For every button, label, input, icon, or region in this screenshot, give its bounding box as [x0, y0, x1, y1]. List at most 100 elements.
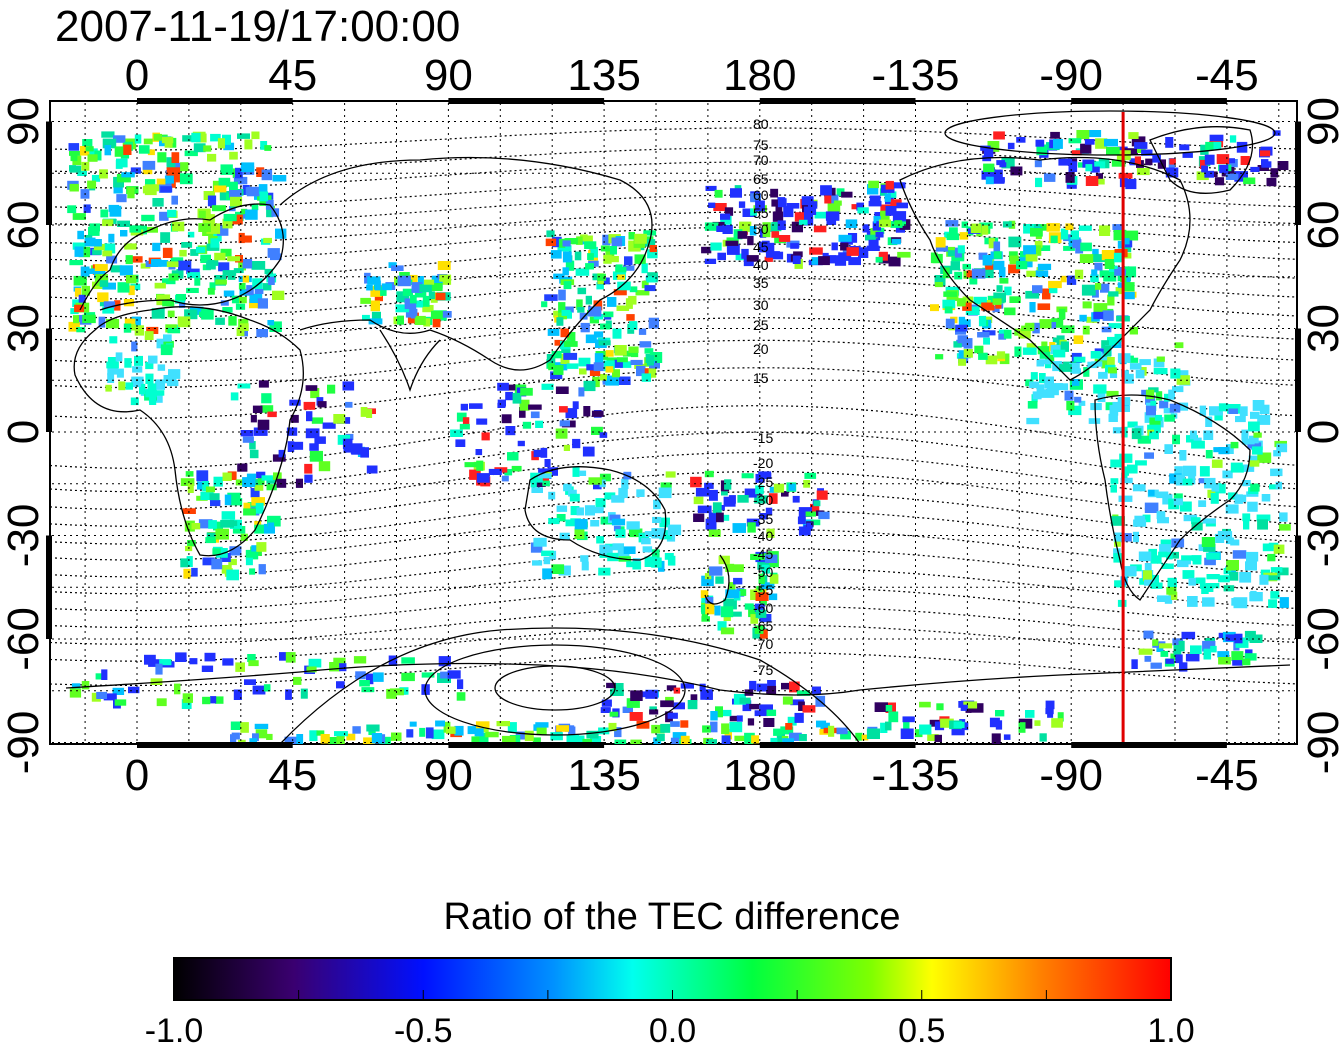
- tec-patch: [1090, 274, 1099, 283]
- tec-patch: [1210, 645, 1217, 653]
- tec-patch: [371, 311, 381, 322]
- tec-patch: [593, 300, 603, 311]
- tec-patch: [564, 238, 578, 245]
- tec-patch: [171, 195, 178, 205]
- tec-patch: [476, 418, 488, 425]
- tec-patch: [272, 454, 286, 462]
- tec-patch: [228, 558, 237, 566]
- tec-patch: [1018, 328, 1031, 339]
- right-lat-tick-label: 30: [1299, 304, 1344, 353]
- tec-patch: [479, 732, 489, 743]
- tec-patch: [963, 701, 978, 709]
- tec-patch: [788, 483, 796, 491]
- tec-patch: [419, 727, 426, 737]
- tec-patch: [252, 685, 266, 695]
- tec-patch: [1257, 414, 1271, 425]
- tec-patch: [366, 673, 374, 685]
- tec-patch: [993, 241, 1001, 253]
- colorbar-ticks: [173, 990, 1172, 1000]
- tec-patch: [1177, 370, 1189, 378]
- tec-patch: [981, 170, 990, 180]
- tec-patch: [1132, 531, 1139, 543]
- tec-patch: [1204, 557, 1216, 566]
- tec-patch: [159, 211, 169, 221]
- tec-patch: [606, 357, 619, 364]
- tec-patch: [245, 187, 253, 195]
- tec-patch: [1078, 400, 1086, 406]
- tec-patch: [1257, 165, 1269, 171]
- bottom-lon-tick-label: 90: [424, 751, 473, 800]
- tec-patch: [1268, 599, 1278, 608]
- tec-patch: [210, 238, 220, 248]
- tec-patch: [106, 319, 120, 329]
- tec-patch: [803, 480, 811, 488]
- tec-patch: [517, 440, 525, 447]
- tec-patch: [747, 522, 756, 533]
- tec-patch: [629, 321, 638, 330]
- tec-patch: [550, 371, 563, 380]
- tec-patch: [240, 162, 255, 172]
- top-lon-tick-label: -135: [871, 51, 959, 100]
- tec-patch: [870, 228, 878, 239]
- tec-patch: [1199, 159, 1207, 169]
- tec-patch: [1093, 311, 1104, 320]
- tec-patch: [99, 169, 108, 179]
- tec-patch: [762, 228, 771, 238]
- tec-patch: [962, 263, 971, 270]
- tec-patch: [567, 332, 576, 343]
- tec-patch: [631, 350, 639, 358]
- tec-patch: [1158, 551, 1168, 558]
- tec-patch: [708, 512, 717, 521]
- tec-patch: [233, 176, 248, 185]
- tec-patch: [1095, 173, 1103, 179]
- tec-patch: [1131, 659, 1138, 669]
- tec-patch: [267, 515, 281, 527]
- magnetic-contour: [50, 298, 1297, 342]
- tec-patch: [840, 730, 851, 740]
- tec-patch: [72, 242, 86, 250]
- tec-patch: [497, 382, 509, 391]
- tec-patch: [1003, 329, 1012, 339]
- tec-patch: [257, 298, 268, 309]
- tec-patch: [741, 248, 749, 259]
- tec-patch: [1168, 591, 1178, 600]
- tec-patch: [106, 361, 119, 369]
- tec-patch: [240, 533, 248, 541]
- top-lon-tick-label: -45: [1195, 51, 1259, 100]
- tec-patch: [252, 733, 259, 742]
- tec-patch: [263, 684, 271, 692]
- magnetic-contour: [50, 566, 1297, 612]
- tec-patch: [728, 495, 736, 504]
- tec-patch: [586, 730, 599, 739]
- tec-patch: [266, 209, 274, 218]
- tec-patch: [263, 237, 272, 244]
- tec-patch: [231, 295, 239, 304]
- tec-patch: [894, 220, 903, 226]
- tec-patch: [215, 548, 228, 558]
- bottom-frame-bar: [1071, 742, 1227, 748]
- tec-patch: [1093, 303, 1108, 313]
- tec-patch: [934, 721, 945, 731]
- tec-patch: [544, 294, 558, 301]
- tec-patch: [614, 359, 623, 368]
- tec-patch: [363, 737, 376, 744]
- tec-patch: [228, 316, 237, 326]
- tec-patch: [723, 598, 737, 610]
- tec-patch: [1035, 177, 1043, 188]
- tec-patch: [352, 726, 361, 734]
- tec-patch: [724, 479, 732, 490]
- tec-patch: [154, 390, 165, 396]
- tec-patch: [1165, 658, 1174, 664]
- tec-patch: [501, 475, 509, 482]
- tec-patch: [217, 138, 225, 149]
- tec-patch: [1060, 341, 1069, 352]
- tec-patch: [789, 681, 800, 693]
- tec-patch: [725, 563, 735, 572]
- tec-patch: [222, 270, 237, 276]
- tec-patch: [1125, 179, 1137, 190]
- tec-patch: [70, 152, 78, 162]
- tec-patch: [259, 191, 268, 202]
- tec-patch: [102, 250, 113, 257]
- tec-patch: [632, 558, 641, 565]
- tec-patch: [258, 564, 266, 575]
